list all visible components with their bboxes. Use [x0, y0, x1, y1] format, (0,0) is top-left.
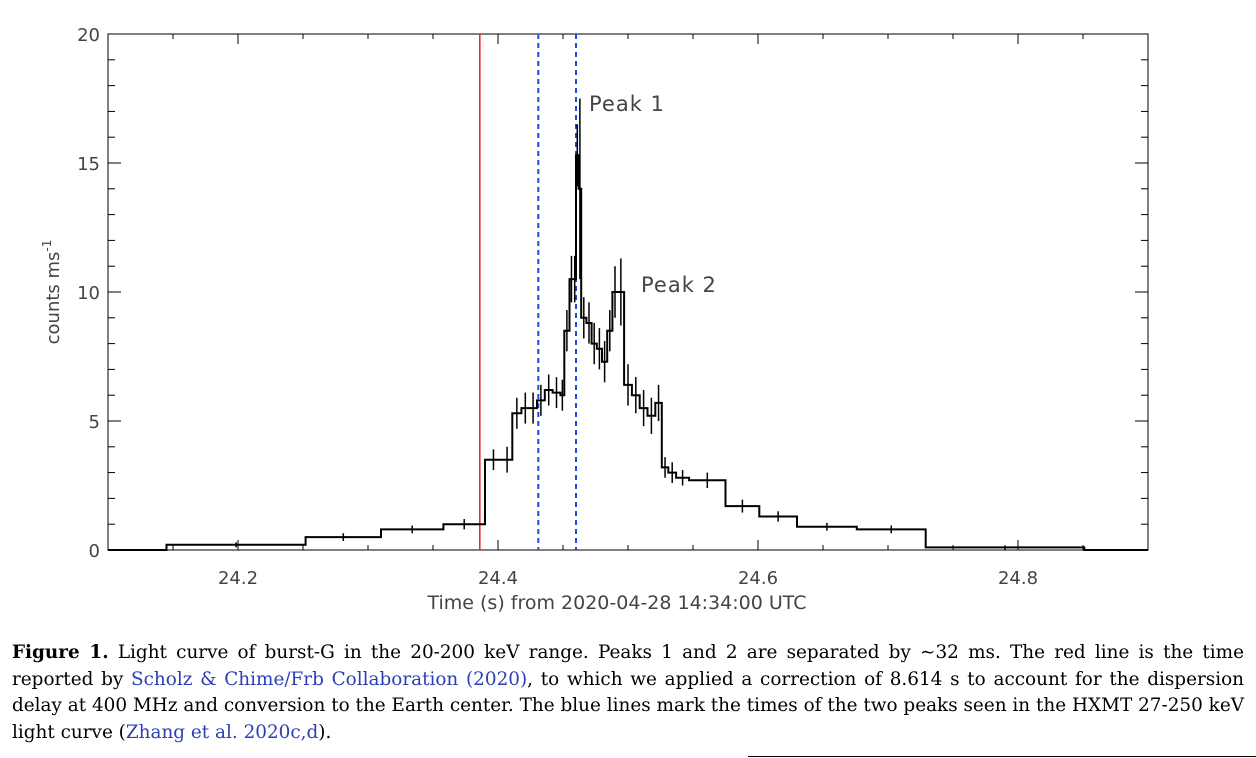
citation-link-scholz[interactable]: Scholz & Chime/Frb Collaboration (2020)	[131, 668, 528, 690]
y-tick-label: 0	[89, 541, 100, 562]
y-tick-label: 5	[89, 412, 100, 433]
peak-1-label: Peak 1	[589, 92, 665, 116]
citation-link-zhang[interactable]: Zhang et al. 2020c,d	[125, 721, 319, 743]
x-tick-label: 24.8	[998, 568, 1038, 589]
y-axis-label-text: counts ms	[43, 252, 64, 345]
caption-text-3: ).	[318, 721, 332, 743]
footnote-rule	[748, 756, 1256, 757]
tick-labels: 24.2 24.4 24.6 24.8 0 5 10 15 20	[77, 25, 1038, 589]
y-axis-label: counts ms-1	[40, 240, 64, 345]
caption-text-2: , to which we applied a correction of 8.…	[12, 668, 1244, 743]
y-axis-label-exponent: -1	[40, 240, 54, 252]
y-tick-label: 15	[77, 154, 100, 175]
light-curve-chart: 24.2 24.4 24.6 24.8 0 5 10 15 20 Time (s) from 2…	[40, 25, 1149, 614]
marker-lines	[478, 34, 577, 550]
step-curve	[108, 154, 1148, 551]
light-curve-series	[108, 98, 1148, 551]
y-tick-label: 10	[77, 283, 100, 304]
y-tick-label: 20	[77, 25, 100, 46]
x-tick-label: 24.4	[478, 568, 518, 589]
x-tick-label: 24.6	[738, 568, 778, 589]
figure-caption: Figure 1. Light curve of burst-G in the …	[12, 640, 1244, 746]
x-tick-label: 24.2	[218, 568, 258, 589]
x-axis-label: Time (s) from 2020-04-28 14:34:00 UTC	[426, 592, 806, 614]
caption-label: Figure 1.	[12, 642, 109, 663]
caption-text-1: Light curve of burst-G in the 20-200 keV…	[12, 642, 1244, 690]
tick-marks	[107, 33, 1149, 551]
peak-2-label: Peak 2	[641, 273, 717, 297]
